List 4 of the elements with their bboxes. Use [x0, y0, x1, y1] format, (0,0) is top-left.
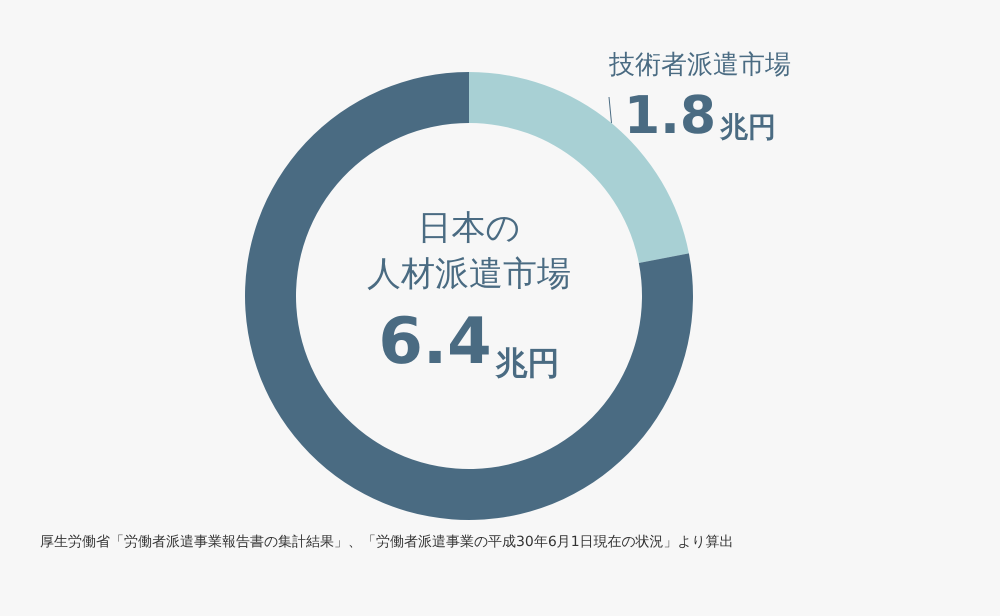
- slice-label: 技術者派遣市場: [608, 50, 791, 80]
- text: 厚生労働省「労働者派遣事業報告書の集計結果」、「労働者派遣事業の平成30年6月1日現在の状況」より算出: [40, 534, 734, 550]
- data-label: 1.8兆円: [624, 86, 776, 146]
- slice-label: 日本の人材派遣市場: [367, 208, 571, 294]
